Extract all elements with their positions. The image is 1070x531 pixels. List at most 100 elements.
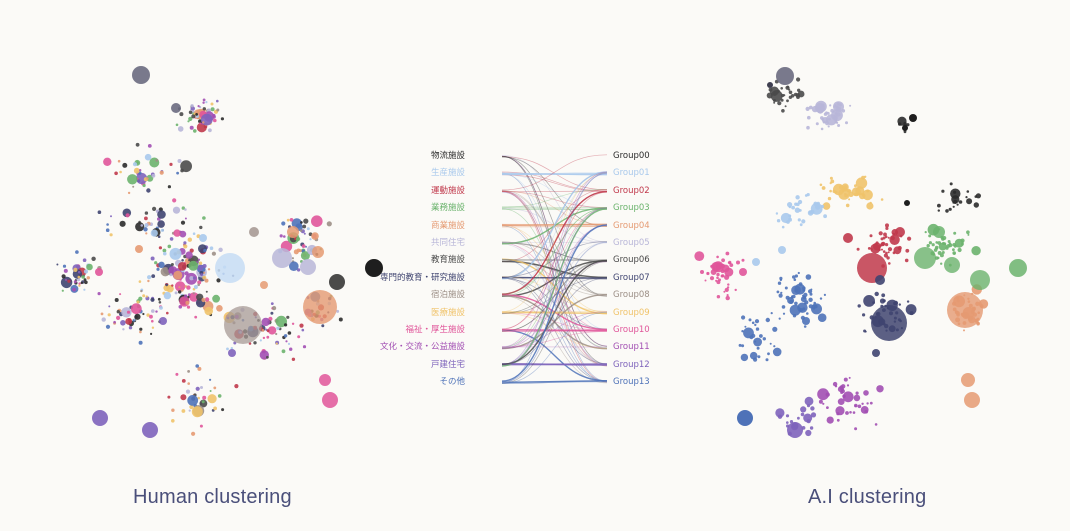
- network-node: [82, 258, 87, 263]
- flow-link: [501, 260, 608, 278]
- network-node: [136, 300, 140, 304]
- network-node: [829, 104, 832, 107]
- network-node: [155, 310, 158, 313]
- network-node: [802, 307, 806, 311]
- network-node: [119, 220, 126, 227]
- network-node: [780, 291, 783, 294]
- network-node: [144, 153, 152, 161]
- network-node: [820, 204, 825, 208]
- network-node: [738, 343, 742, 347]
- network-node: [211, 251, 216, 256]
- network-hub-node: [159, 317, 167, 325]
- network-node: [165, 283, 168, 287]
- network-node: [715, 268, 719, 272]
- network-node: [834, 111, 838, 115]
- network-node: [947, 240, 951, 243]
- network-hub-node: [787, 422, 803, 438]
- network-node: [803, 325, 807, 328]
- network-node: [144, 216, 148, 221]
- network-node: [184, 208, 187, 211]
- network-node: [804, 300, 809, 305]
- network-node: [216, 278, 221, 283]
- network-node: [741, 258, 745, 262]
- network-node: [820, 116, 824, 120]
- network-node: [706, 271, 710, 276]
- network-node: [845, 411, 849, 415]
- network-node: [140, 289, 143, 293]
- network-node: [844, 193, 847, 195]
- network-node: [291, 257, 294, 260]
- network-node: [275, 332, 278, 336]
- network-node: [789, 420, 794, 424]
- network-node: [195, 386, 200, 391]
- network-node: [756, 346, 760, 350]
- network-node: [885, 243, 889, 247]
- network-node: [779, 276, 783, 280]
- network-node: [175, 372, 179, 376]
- network-node: [261, 317, 270, 327]
- network-node: [193, 129, 197, 133]
- network-node: [127, 174, 138, 185]
- network-node: [194, 315, 198, 319]
- network-node: [823, 293, 827, 296]
- network-node: [843, 185, 848, 190]
- network-node: [213, 118, 217, 123]
- network-node: [776, 219, 781, 223]
- network-node: [303, 218, 309, 224]
- group-label: Group11: [613, 342, 650, 353]
- network-node: [869, 201, 872, 204]
- network-hub-node: [961, 373, 975, 387]
- group-label: Group03: [613, 203, 650, 214]
- network-node: [291, 218, 302, 229]
- flow-link: [501, 173, 608, 365]
- category-label: その他: [439, 377, 465, 388]
- network-node: [193, 285, 198, 289]
- group-label: Group00: [613, 151, 650, 161]
- network-hub-node: [92, 410, 108, 426]
- network-node: [797, 218, 801, 222]
- network-node: [305, 245, 307, 248]
- network-node: [785, 295, 790, 300]
- ai-clustering-network: [694, 67, 1027, 438]
- category-label: 福祉・厚生施設: [405, 325, 465, 335]
- network-hub-node: [365, 259, 383, 277]
- network-hub-node: [300, 259, 316, 275]
- network-node: [188, 110, 193, 115]
- flow-link: [501, 293, 608, 350]
- network-node: [297, 335, 301, 339]
- network-node: [905, 304, 917, 315]
- flow-link: [501, 241, 608, 383]
- network-node: [881, 248, 883, 251]
- network-node: [966, 230, 970, 234]
- flow-link: [501, 277, 608, 364]
- network-hub-node: [132, 66, 150, 84]
- network-node: [125, 213, 130, 218]
- network-node: [838, 103, 842, 107]
- network-node: [937, 241, 942, 245]
- network-node: [326, 221, 332, 227]
- flow-link: [501, 207, 608, 297]
- network-node: [810, 406, 815, 411]
- network-hub-node: [767, 82, 773, 88]
- network-node: [819, 183, 823, 187]
- network-node: [820, 127, 824, 131]
- network-node: [144, 211, 149, 215]
- network-node: [854, 184, 857, 188]
- network-node: [189, 292, 199, 302]
- network-node: [792, 294, 796, 299]
- flow-link: [501, 259, 608, 332]
- network-node: [188, 260, 199, 271]
- network-node: [775, 408, 785, 418]
- network-node: [216, 305, 223, 312]
- network-node: [805, 106, 810, 111]
- network-node: [78, 284, 81, 287]
- network-node: [887, 251, 890, 254]
- flow-link: [501, 172, 608, 382]
- network-node: [784, 105, 787, 108]
- network-node: [203, 271, 206, 274]
- flow-link: [501, 330, 608, 332]
- network-node: [306, 227, 310, 231]
- network-node: [892, 251, 896, 255]
- network-node: [781, 109, 785, 113]
- network-node: [813, 201, 818, 206]
